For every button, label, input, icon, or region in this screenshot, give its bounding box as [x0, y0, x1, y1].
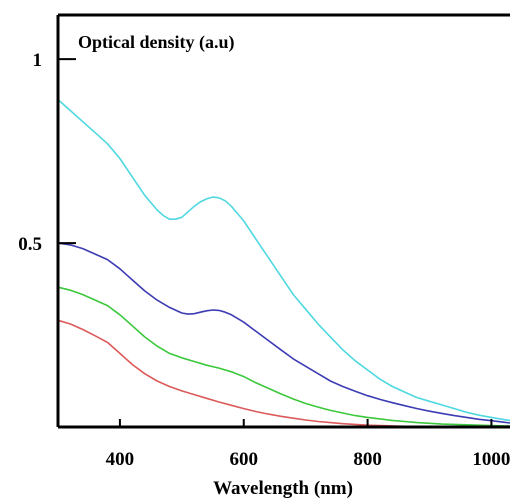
y-tick-label: 1: [33, 50, 43, 71]
tick-layer: 400 600 800 1000 0.5 1: [18, 50, 510, 470]
x-tick-label: 600: [230, 449, 259, 470]
x-axis-title: Wavelength (nm): [213, 478, 353, 499]
x-tick-label: 400: [106, 449, 135, 470]
chart-title: Optical density (a.u): [78, 32, 235, 53]
series-line-2: [57, 242, 510, 424]
series-line-1: [57, 99, 510, 422]
y-tick-label: 0.5: [18, 234, 42, 255]
series-line-3: [57, 286, 510, 427]
x-tick-label: 1000: [472, 449, 510, 470]
series-line-4: [57, 319, 510, 428]
x-tick-label: 800: [353, 449, 382, 470]
series-layer: [57, 99, 510, 428]
